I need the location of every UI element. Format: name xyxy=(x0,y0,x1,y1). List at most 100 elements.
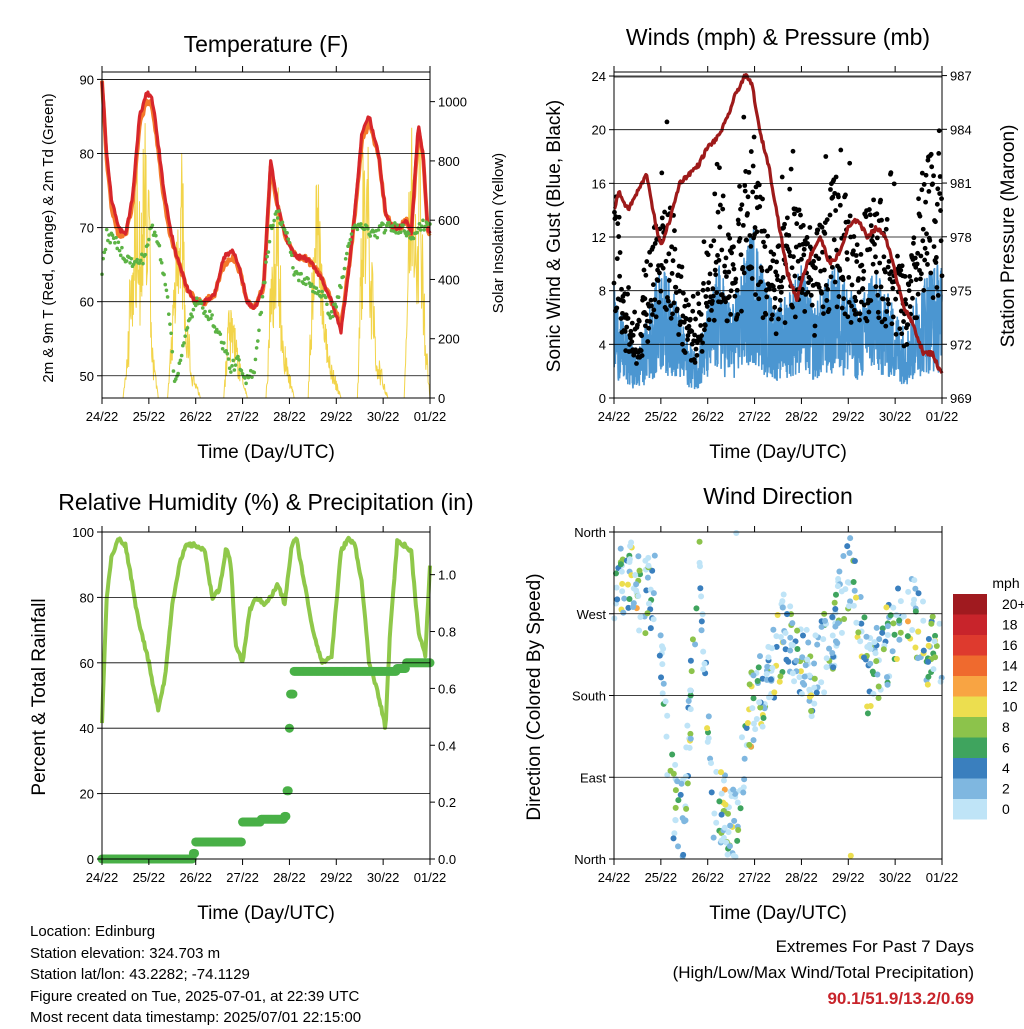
plot-frame xyxy=(613,71,943,399)
gust-point xyxy=(836,294,842,299)
direction-point xyxy=(669,751,676,758)
gust-point xyxy=(841,296,846,302)
temperature-plot xyxy=(100,80,432,399)
gust-point xyxy=(772,304,778,310)
gust-point xyxy=(690,308,696,314)
direction-point xyxy=(741,755,748,762)
dewpoint-point xyxy=(291,266,295,270)
dewpoint-point xyxy=(418,228,423,232)
gust-point xyxy=(792,273,798,279)
gust-point xyxy=(748,149,754,154)
gust-point xyxy=(893,331,899,337)
gust-point xyxy=(834,247,839,253)
gust-point xyxy=(767,286,772,292)
gust-point xyxy=(882,269,888,275)
gust-point xyxy=(646,325,652,331)
y-tick-label: 20 xyxy=(80,787,94,802)
temperature-xlabel: Time (Day/UTC) xyxy=(197,442,335,463)
direction-point xyxy=(845,603,852,610)
direction-point xyxy=(900,613,907,620)
gust-point xyxy=(682,303,688,309)
gust-point xyxy=(931,173,936,179)
legend-swatch xyxy=(953,737,987,758)
dewpoint-point xyxy=(288,250,293,255)
dewpoint-point xyxy=(158,258,163,262)
direction-ylabel-left: Direction (Colored By Speed) xyxy=(524,573,545,820)
direction-point xyxy=(912,644,919,651)
gust-point xyxy=(848,320,854,325)
gust-point xyxy=(908,278,914,284)
gust-point xyxy=(647,319,653,324)
y-tick-label: 12 xyxy=(592,230,606,245)
precip-point xyxy=(288,689,298,699)
gust-point xyxy=(632,309,638,315)
direction-point xyxy=(716,798,723,805)
gust-point xyxy=(716,257,722,263)
gust-point xyxy=(712,267,718,273)
dewpoint-point xyxy=(137,261,142,265)
direction-point xyxy=(741,776,748,783)
dewpoint-point xyxy=(264,260,268,264)
dewpoint-point xyxy=(266,250,271,254)
dewpoint-point xyxy=(170,349,175,354)
gust-point xyxy=(845,314,851,320)
gust-point xyxy=(628,328,634,334)
gust-point xyxy=(794,221,800,227)
gust-point xyxy=(867,212,873,218)
direction-point xyxy=(664,771,671,778)
gust-point xyxy=(913,277,919,283)
winds-ylabel-left: Sonic Wind & Gust (Blue, Black) xyxy=(544,100,565,372)
gust-point xyxy=(878,284,884,290)
dewpoint-point xyxy=(145,243,150,247)
dewpoint-point xyxy=(129,256,134,261)
gust-point xyxy=(639,333,645,339)
gust-point xyxy=(683,297,689,303)
dewpoint-point xyxy=(231,358,235,363)
dewpoint-point xyxy=(116,240,121,245)
gust-point xyxy=(759,268,765,273)
direction-point xyxy=(777,633,784,640)
gust-point xyxy=(668,303,674,309)
direction-point xyxy=(718,837,725,844)
gust-point xyxy=(711,238,717,244)
dewpoint-point xyxy=(106,238,110,243)
direction-point xyxy=(650,590,657,597)
direction-point xyxy=(912,608,919,615)
direction-point xyxy=(626,596,633,603)
gust-point xyxy=(926,189,932,194)
dewpoint-point xyxy=(207,309,212,314)
direction-point xyxy=(743,725,750,732)
dewpoint-point xyxy=(285,231,289,235)
dewpoint-point xyxy=(183,334,187,338)
dewpoint-point xyxy=(128,261,132,265)
gust-point xyxy=(883,226,889,232)
direction-point xyxy=(645,554,652,561)
direction-point xyxy=(759,723,766,730)
dewpoint-point xyxy=(395,223,400,227)
gust-point xyxy=(935,292,941,298)
gust-point xyxy=(837,202,843,208)
direction-point xyxy=(625,604,632,611)
gust-point xyxy=(705,287,711,292)
direction-point xyxy=(838,629,845,636)
humidity-ylabel-left: Percent & Total Rainfall xyxy=(29,598,50,795)
gust-point xyxy=(885,264,891,270)
gust-point xyxy=(722,263,727,269)
gust-point xyxy=(792,211,797,217)
gust-point xyxy=(708,243,714,249)
gust-point xyxy=(936,150,942,156)
gust-point xyxy=(787,186,793,192)
direction-point xyxy=(734,799,741,806)
direction-point xyxy=(826,645,833,652)
legend-swatch xyxy=(953,635,987,656)
direction-point xyxy=(861,614,868,621)
y-right-tick-label: 0 xyxy=(438,391,445,406)
gust-point xyxy=(925,262,930,267)
direction-point xyxy=(662,698,669,705)
dewpoint-point xyxy=(404,233,409,238)
direction-point xyxy=(915,655,922,662)
gust-point xyxy=(703,294,709,299)
x-tick-label: 25/22 xyxy=(133,870,166,885)
direction-point xyxy=(740,789,747,796)
winds-axes: 0 4 8 12 16 20 24 969 972 975 978 981 984 987 24/22 25/… xyxy=(592,66,972,424)
